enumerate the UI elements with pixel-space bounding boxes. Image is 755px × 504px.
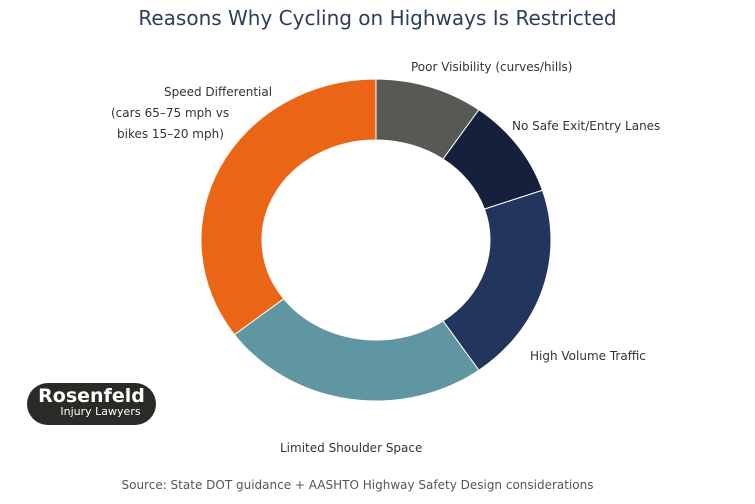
logo-subtitle: Injury Lawyers [60,405,141,418]
slice-label-poor-visibility: Poor Visibility (curves/hills) [411,60,573,74]
slice-label-speed-line2: (cars 65–75 mph vs [111,106,230,120]
donut-slice-4 [200,78,377,336]
source-note: Source: State DOT guidance + AASHTO High… [121,478,594,492]
slice-label-high-volume: High Volume Traffic [530,349,646,363]
slice-label-speed-line3: bikes 15–20 mph) [117,127,224,141]
slice-label-limited-shoulder: Limited Shoulder Space [280,441,423,455]
chart-title: Reasons Why Cycling on Highways Is Restr… [138,6,617,30]
donut-slice-3 [233,298,480,402]
slice-label-speed-line1: Speed Differential [164,85,273,99]
slice-label-no-safe-exit: No Safe Exit/Entry Lanes [512,119,661,133]
rosenfeld-logo: Rosenfeld Injury Lawyers [27,383,156,425]
logo-name: Rosenfeld [38,385,145,407]
